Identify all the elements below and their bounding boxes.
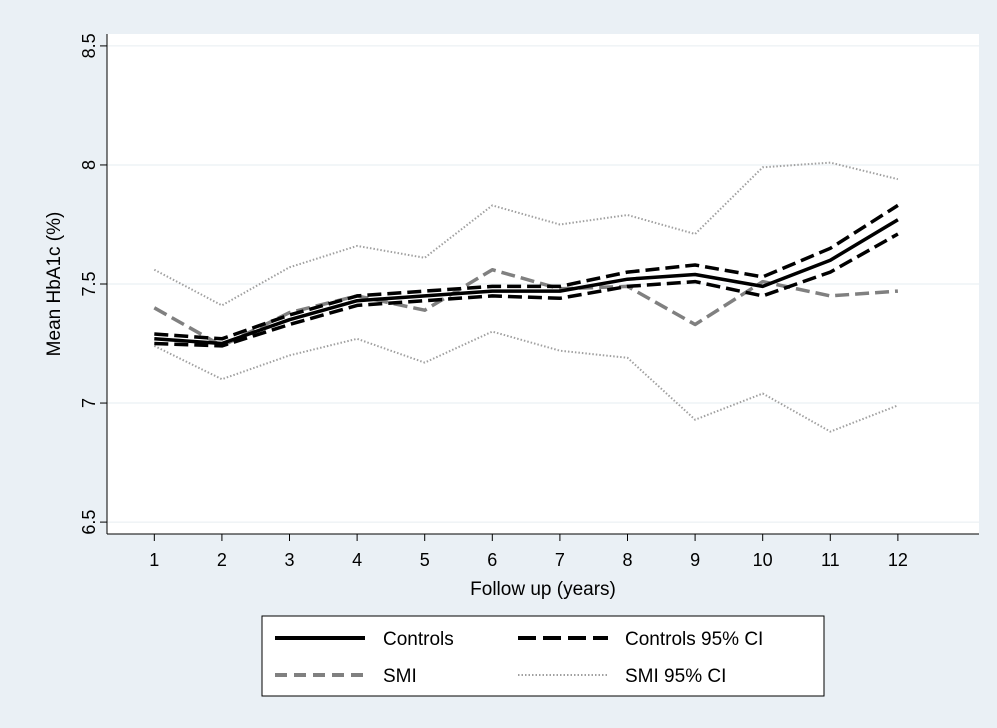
x-ticks: 1 2 3 4 5 6 7 8 9 10 11 12 [149,534,908,570]
legend-label-smi: SMI [383,666,417,687]
series-line-2 [154,232,899,348]
y-tick-label: 7.5 [79,271,99,296]
x-tick-label: 5 [420,550,430,570]
y-tick-label: 8 [79,160,99,170]
x-tick-label: 9 [690,550,700,570]
x-tick-label: 10 [753,550,773,570]
series-line-0 [154,218,899,346]
legend-box [261,615,825,697]
series-line-1 [154,203,899,341]
legend-label-controls: Controls [383,629,454,650]
x-tick-label: 12 [888,550,908,570]
x-tick-label: 11 [821,550,840,570]
y-tick-label: 7 [79,398,99,408]
series-line-4 [153,161,899,307]
x-tick-label: 4 [352,550,362,570]
legend: Controls Controls 95% CI SMI SMI 95% CI [261,615,825,697]
x-axis-title: Follow up (years) [470,579,616,600]
x-tick-label: 7 [555,550,565,570]
x-tick-label: 2 [217,550,227,570]
y-axis-title: Mean HbA1c (%) [44,212,65,357]
x-tick-label: 3 [285,550,295,570]
legend-label-smi-ci: SMI 95% CI [625,666,726,687]
y-tick-label: 8.5 [79,33,99,58]
legend-label-controls-ci: Controls 95% CI [625,629,763,650]
x-tick-label: 6 [487,550,497,570]
x-tick-label: 1 [149,550,159,570]
series-layer [153,161,899,433]
x-tick-label: 8 [622,550,632,570]
y-ticks: 6.5 7 7.5 8 8.5 [79,33,107,535]
y-tick-label: 6.5 [79,510,99,535]
